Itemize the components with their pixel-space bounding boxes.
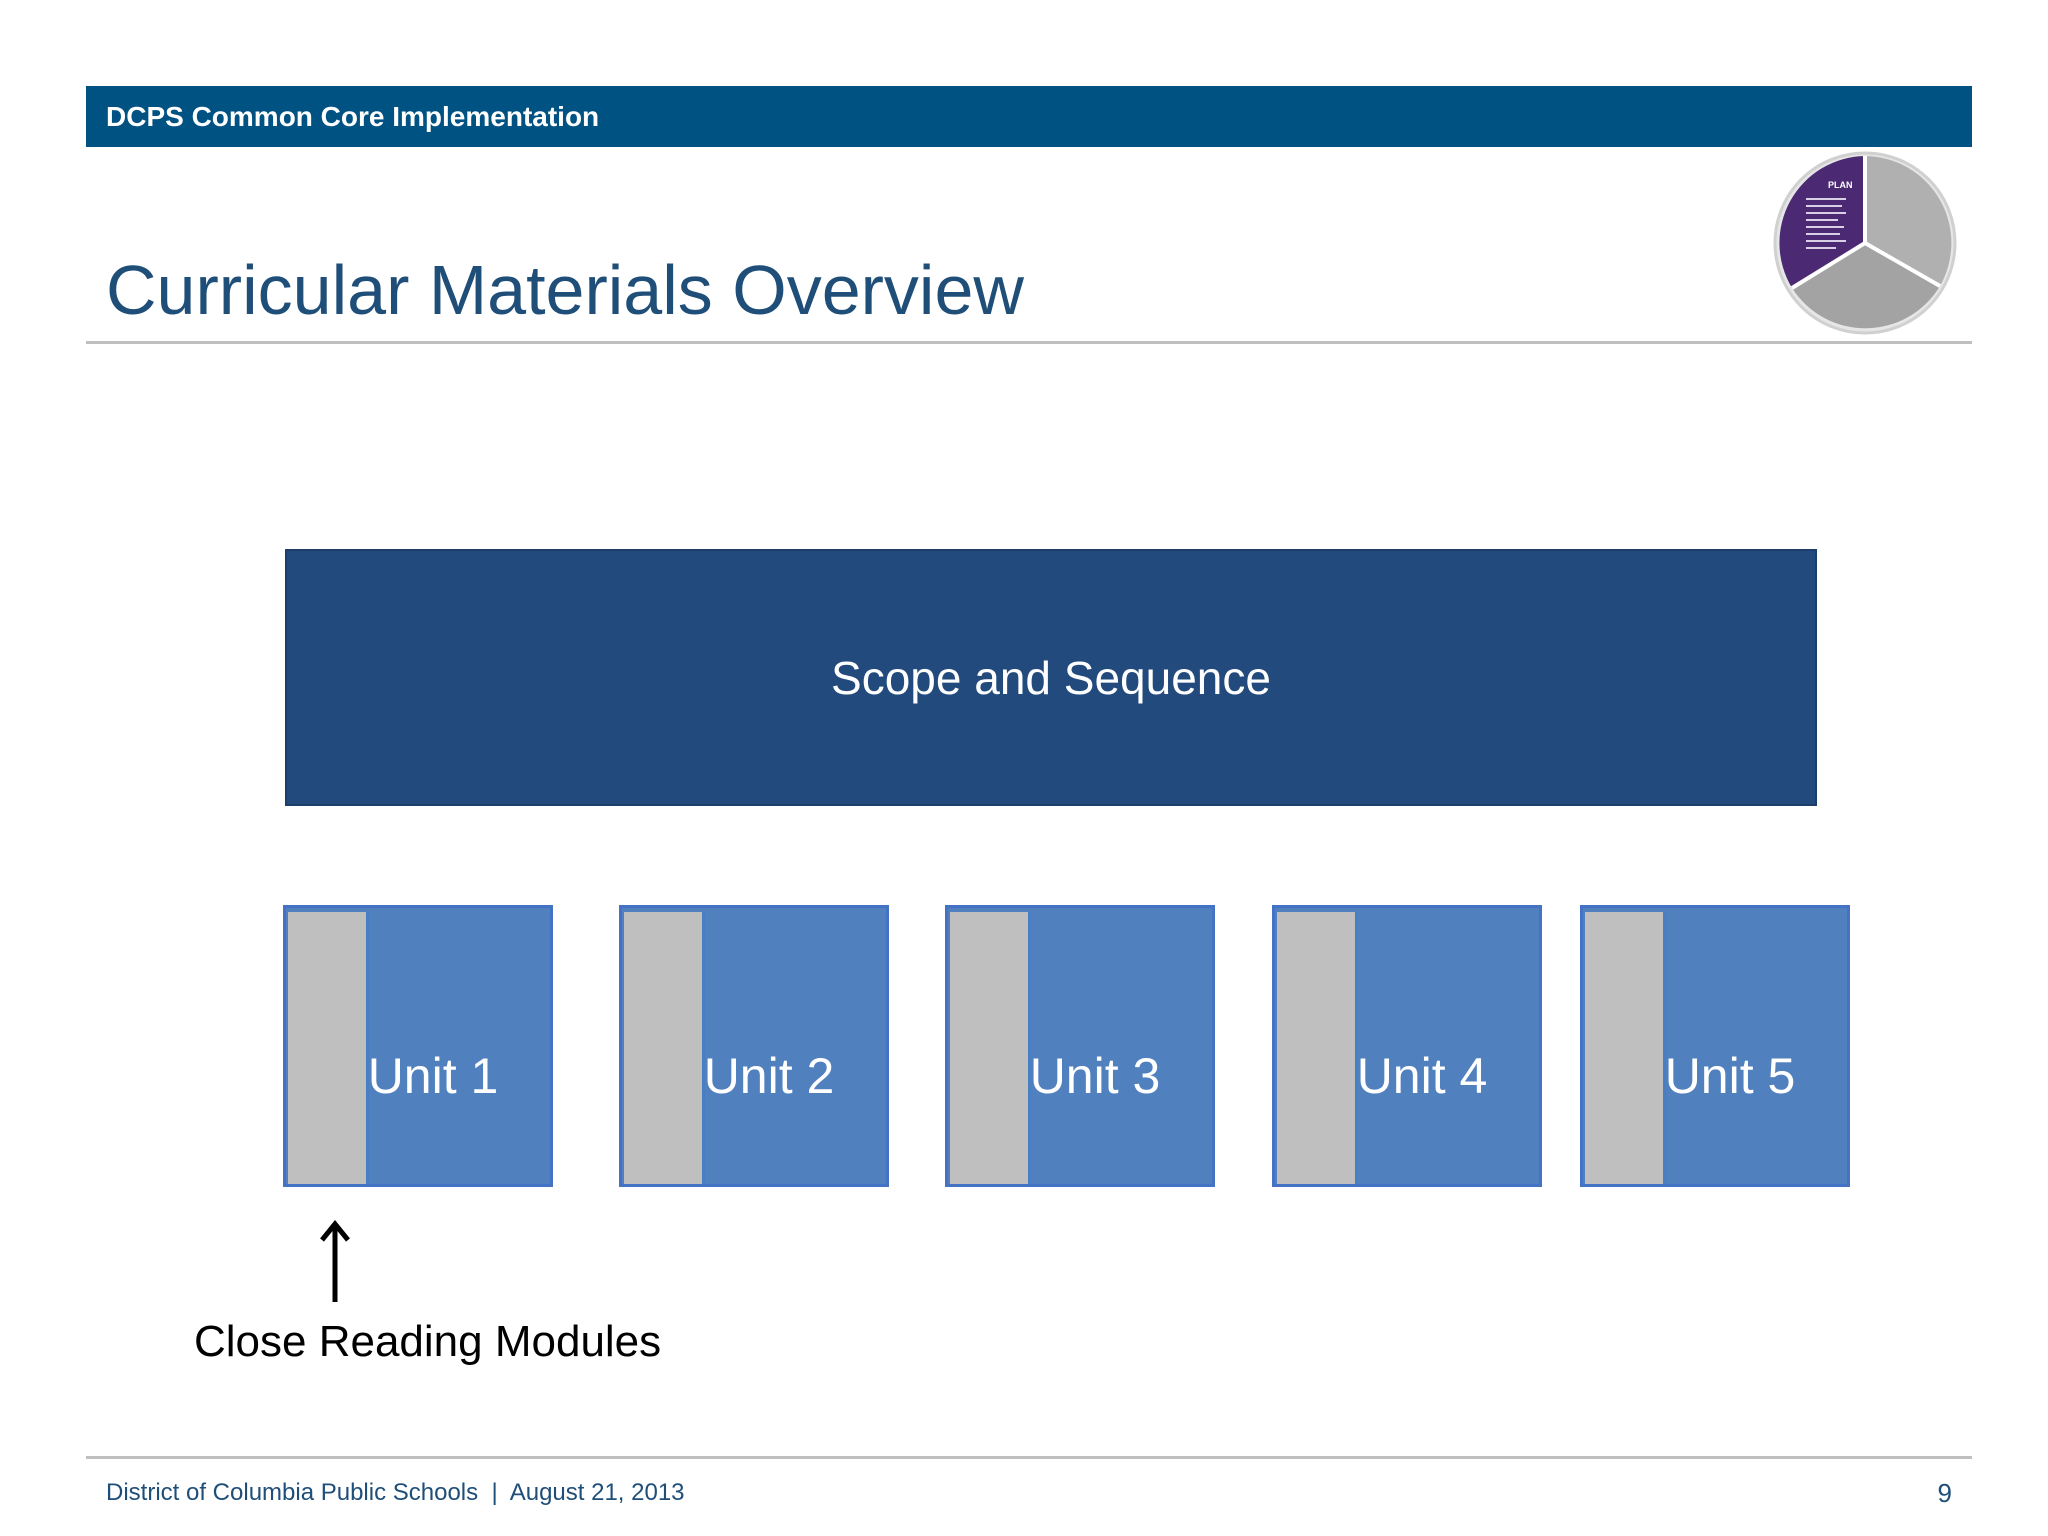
unit-card-1: Unit 1: [283, 905, 553, 1187]
scope-label: Scope and Sequence: [831, 651, 1271, 704]
unit-label: Unit 5: [1664, 1048, 1796, 1104]
unit-card-2: Unit 2: [619, 905, 889, 1187]
title-divider: [86, 341, 1972, 344]
close-reading-module: [1277, 912, 1358, 1184]
close-reading-module: [1585, 912, 1666, 1184]
plan-cycle-icon: PLAN: [1773, 151, 1957, 335]
up-arrow-icon: [320, 1220, 350, 1302]
scope-and-sequence-box: Scope and Sequence: [285, 549, 1817, 806]
footer-text: District of Columbia Public Schools | Au…: [106, 1479, 685, 1506]
close-reading-module: [950, 912, 1031, 1184]
close-reading-module: [624, 912, 705, 1184]
header-banner: DCPS Common Core Implementation: [86, 86, 1972, 147]
unit-label: Unit 3: [1029, 1048, 1161, 1104]
footer-divider: [86, 1456, 1972, 1459]
unit-card-4: Unit 4: [1272, 905, 1542, 1187]
plan-segment-label: PLAN: [1828, 180, 1853, 190]
unit-label: Unit 1: [367, 1048, 499, 1104]
close-reading-callout: Close Reading Modules: [194, 1317, 662, 1366]
page-number: 9: [1937, 1478, 1952, 1508]
unit-card-5: Unit 5: [1580, 905, 1850, 1187]
close-reading-module: [288, 912, 369, 1184]
unit-label: Unit 4: [1356, 1048, 1488, 1104]
slide-title: Curricular Materials Overview: [106, 251, 1024, 329]
unit-card-3: Unit 3: [945, 905, 1215, 1187]
unit-label: Unit 2: [703, 1048, 835, 1104]
